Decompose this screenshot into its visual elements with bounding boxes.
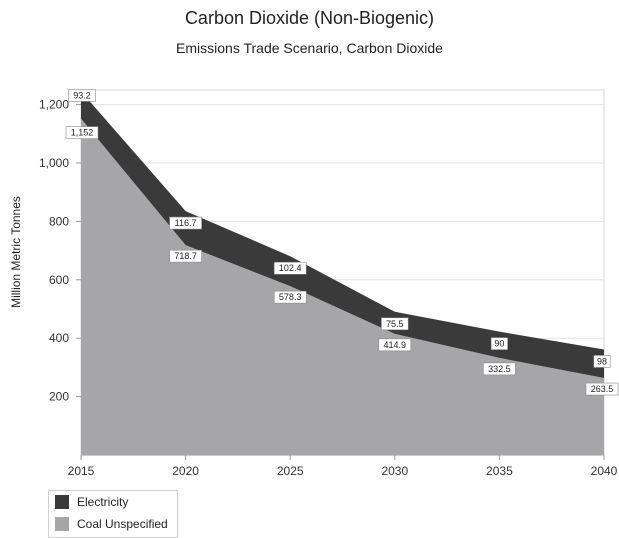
svg-text:1,152: 1,152	[71, 128, 94, 138]
legend-label-coal-unspecified: Coal Unspecified	[77, 517, 168, 531]
y-tick-label: 400	[49, 331, 69, 345]
area-electricity	[81, 91, 604, 379]
data-label-electricity: 98	[593, 355, 611, 368]
svg-text:414.9: 414.9	[384, 340, 407, 350]
svg-text:98: 98	[597, 356, 607, 366]
y-tick-label: 600	[49, 273, 69, 287]
y-tick-label: 200	[49, 390, 69, 404]
data-label-electricity: 116.7	[169, 216, 202, 230]
data-label-electricity: 75.5	[381, 317, 409, 331]
legend-swatch-electricity	[55, 495, 69, 509]
chart-subtitle: Emissions Trade Scenario, Carbon Dioxide	[176, 40, 443, 56]
x-tick-label: 2020	[172, 464, 199, 478]
y-tick-label: 800	[49, 214, 69, 228]
data-label-coal-unspecified: 414.9	[378, 338, 412, 352]
x-tick-label: 2035	[486, 464, 513, 478]
x-tick-label: 2015	[68, 464, 95, 478]
legend-label-electricity: Electricity	[77, 495, 129, 509]
data-label-coal-unspecified: 263.5	[585, 382, 619, 396]
y-tick-label: 1,000	[39, 156, 69, 170]
y-tick-label: 1,200	[39, 98, 69, 112]
legend: Electricity Coal Unspecified	[48, 490, 178, 538]
svg-text:263.5: 263.5	[591, 384, 614, 394]
svg-text:93.2: 93.2	[73, 90, 91, 100]
x-tick-label: 2025	[277, 464, 304, 478]
svg-text:332.5: 332.5	[488, 364, 511, 374]
x-tick-label: 2030	[381, 464, 408, 478]
data-label-electricity: 102.4	[273, 261, 307, 275]
svg-text:90: 90	[494, 339, 504, 349]
x-tick-label: 2040	[591, 464, 618, 478]
svg-text:116.7: 116.7	[175, 218, 197, 228]
svg-text:578.3: 578.3	[279, 292, 302, 302]
data-label-coal-unspecified: 578.3	[273, 290, 307, 304]
svg-text:102.4: 102.4	[279, 263, 302, 273]
legend-item-coal-unspecified: Coal Unspecified	[49, 513, 177, 535]
data-label-electricity: 90	[490, 337, 508, 350]
svg-text:718.7: 718.7	[174, 251, 197, 261]
chart-title: Carbon Dioxide (Non-Biogenic)	[184, 8, 435, 28]
data-label-coal-unspecified: 1,152	[65, 126, 99, 139]
area-coal-unspecified	[81, 118, 604, 455]
data-label-coal-unspecified: 332.5	[483, 362, 516, 376]
area-chart: 200 400 600 800 1,000 1,200 2015 2020 2025 2030 20…	[39, 89, 619, 478]
data-label-electricity: 93.2	[68, 89, 96, 102]
data-label-coal-unspecified: 718.7	[169, 249, 202, 263]
legend-item-electricity: Electricity	[49, 491, 177, 513]
legend-swatch-coal-unspecified	[55, 517, 69, 531]
svg-text:75.5: 75.5	[386, 319, 404, 329]
